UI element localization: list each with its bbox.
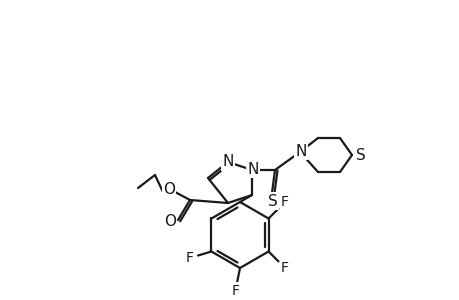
Text: N: N [222, 154, 233, 169]
Text: N: N [247, 161, 258, 176]
Text: S: S [355, 148, 365, 163]
Text: N: N [295, 143, 306, 158]
Text: F: F [185, 251, 193, 265]
Text: O: O [164, 214, 176, 230]
Text: F: F [280, 261, 288, 275]
Text: S: S [268, 194, 277, 208]
Text: F: F [231, 284, 239, 298]
Text: O: O [162, 182, 174, 197]
Text: F: F [280, 195, 288, 209]
